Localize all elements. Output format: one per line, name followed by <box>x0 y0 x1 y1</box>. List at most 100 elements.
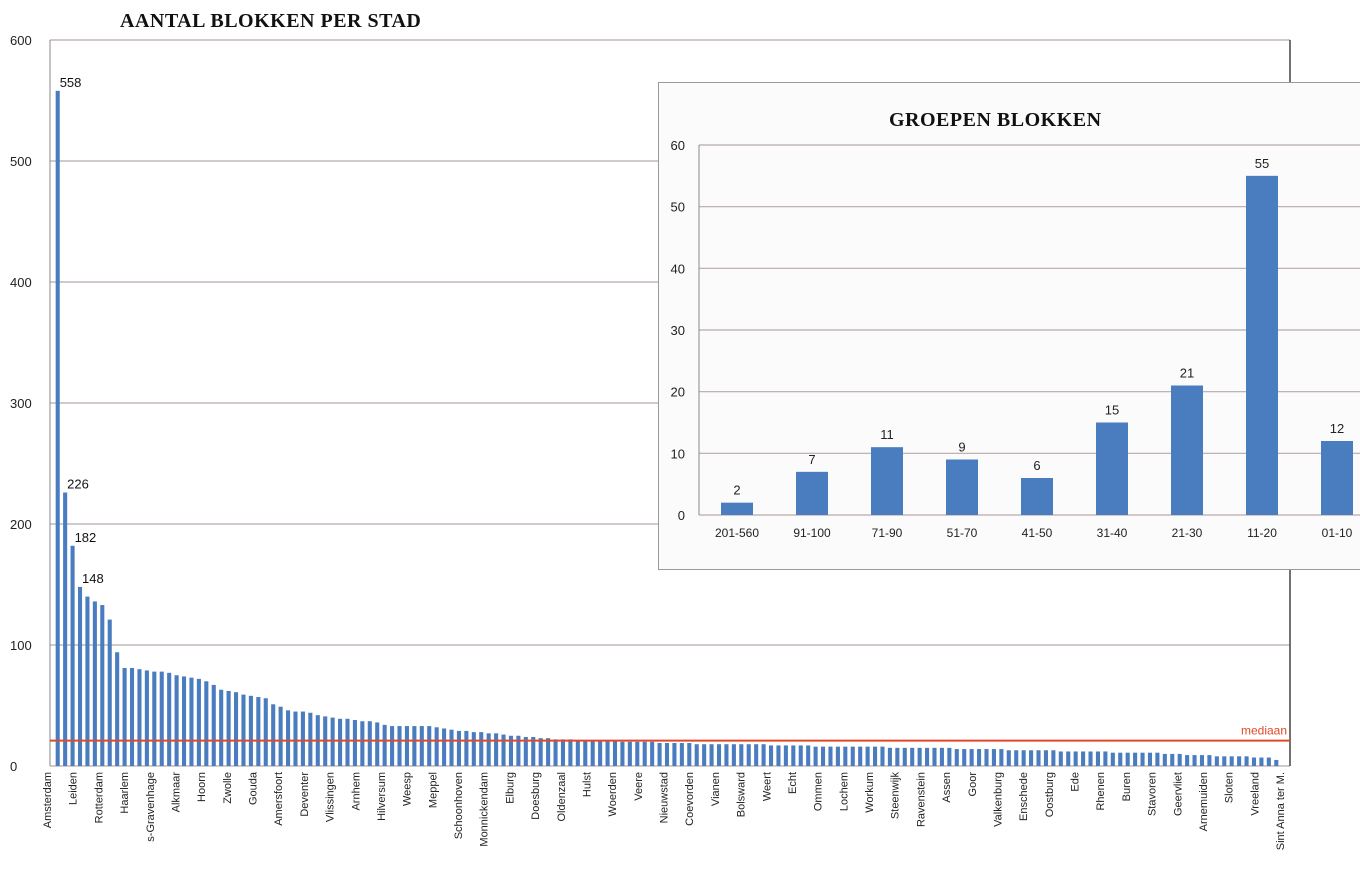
bar <box>159 671 164 766</box>
bar <box>1147 752 1153 766</box>
bar <box>538 738 543 766</box>
inset-data-label: 2 <box>733 483 740 498</box>
category-label: Coevorden <box>684 772 696 826</box>
bar <box>382 724 387 766</box>
inset-bar <box>1246 175 1278 515</box>
inset-chart-title: GROEPEN BLOKKEN <box>889 109 1102 131</box>
y-tick-label: 100 <box>10 638 32 653</box>
inset-category-label: 51-70 <box>947 526 978 540</box>
category-label: Meppel <box>427 772 439 808</box>
bar <box>479 732 484 766</box>
inset-bar <box>946 459 978 515</box>
bar <box>776 745 781 766</box>
inset-chart: 0 10 20 30 40 50 60 2 201-560 7 91-100 11 71-90 9 51-7… <box>671 138 1360 540</box>
category-label: Arnhem <box>350 772 362 811</box>
bar <box>627 741 632 766</box>
bar <box>1251 757 1257 766</box>
bar <box>865 746 870 766</box>
bar <box>687 743 692 766</box>
category-label: Monnickendam <box>479 772 491 847</box>
category-label: Buren <box>1121 772 1133 801</box>
bar <box>657 743 662 766</box>
bar <box>1266 757 1271 766</box>
category-label: Valkenburg <box>992 772 1004 827</box>
bar <box>902 747 907 766</box>
bar <box>1207 755 1212 766</box>
bar <box>925 747 930 766</box>
bar <box>806 745 811 766</box>
inset-y-tick-label: 50 <box>671 200 685 215</box>
inset-chart-panel: GROEPEN BLOKKEN 0 10 20 30 40 50 60 2 201-560 7 91… <box>658 82 1360 570</box>
bar <box>523 736 528 766</box>
data-label: 558 <box>60 75 82 90</box>
bar <box>746 744 751 766</box>
bar <box>330 717 335 766</box>
bar <box>442 728 447 766</box>
bar <box>144 670 149 766</box>
category-label: Ommen <box>813 772 825 811</box>
bar <box>204 681 209 766</box>
bar <box>174 675 179 766</box>
bar <box>226 690 231 766</box>
bar <box>612 740 618 766</box>
bar <box>360 721 365 766</box>
category-label: Hulst <box>581 772 593 797</box>
bar <box>300 711 305 766</box>
main-chart-title: AANTAL BLOKKEN PER STAD <box>120 10 422 32</box>
category-label: Enschede <box>1018 772 1030 821</box>
bar <box>1259 757 1264 766</box>
inset-category-label: 91-100 <box>793 526 831 540</box>
bar <box>434 727 439 766</box>
category-label: Steenwijk <box>890 772 902 820</box>
category-label: Rotterdam <box>93 772 105 823</box>
category-label: Veere <box>633 772 645 801</box>
bar <box>308 712 313 766</box>
category-label: Stavoren <box>1147 772 1159 816</box>
bar <box>241 694 246 766</box>
bar <box>553 739 558 766</box>
bar <box>1162 753 1167 766</box>
category-label: s-Gravenhage <box>145 772 157 842</box>
category-label: Haarlem <box>119 772 131 814</box>
inset-data-label: 11 <box>880 427 894 442</box>
bar <box>709 744 714 766</box>
bar <box>122 667 127 766</box>
bar <box>731 744 736 766</box>
inset-data-label: 55 <box>1255 156 1269 171</box>
bar <box>167 672 172 766</box>
category-label: Echt <box>787 772 799 794</box>
y-tick-label: 0 <box>10 759 17 774</box>
bar <box>55 90 60 766</box>
bar <box>367 721 372 766</box>
category-label: Lochem <box>838 772 850 811</box>
inset-y-tick-label: 0 <box>678 508 685 523</box>
bar <box>1103 751 1108 766</box>
bar <box>107 619 112 766</box>
category-label: Amsterdam <box>42 772 54 828</box>
bar <box>219 689 224 766</box>
bar <box>590 740 595 766</box>
bar <box>1021 750 1026 766</box>
bar <box>419 726 424 766</box>
category-label: Vianen <box>710 772 722 806</box>
bar <box>352 720 357 766</box>
bar <box>189 677 194 766</box>
bar <box>100 605 105 766</box>
bar <box>85 596 90 766</box>
bar <box>761 744 766 766</box>
bar <box>501 734 506 766</box>
bar <box>115 652 120 766</box>
category-label: Oostburg <box>1044 772 1056 817</box>
bar <box>843 746 848 766</box>
bar <box>947 747 952 766</box>
bar <box>1014 750 1019 766</box>
bar <box>739 744 744 766</box>
category-label: Arnemuiden <box>1198 772 1210 831</box>
bar <box>850 746 855 766</box>
bar <box>1133 752 1138 766</box>
y-tick-label: 300 <box>10 396 32 411</box>
category-label: Hilversum <box>376 772 388 821</box>
category-label: Sloten <box>1224 772 1236 803</box>
bar <box>1229 756 1234 766</box>
bar <box>754 744 759 766</box>
